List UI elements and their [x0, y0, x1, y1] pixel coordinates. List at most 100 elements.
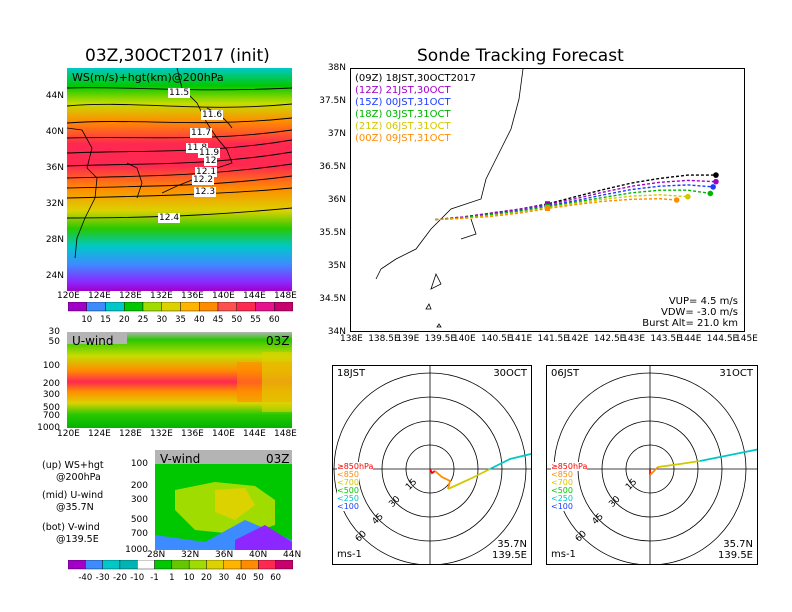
legend-note: @139.5E — [56, 534, 99, 545]
colorbar-swatch — [119, 560, 138, 570]
colorbar-swatch — [275, 560, 293, 570]
hodograph-trace — [699, 448, 757, 462]
colorbar-label: 10 — [184, 573, 195, 582]
colorbar-label: 35 — [175, 315, 186, 324]
v-lat-tick: 44N — [283, 550, 302, 560]
u-pressure-tick: 100 — [42, 361, 60, 371]
pressure-legend-item: <850 — [337, 470, 359, 479]
wind-speed-field — [67, 68, 292, 291]
coastline-japan — [375, 69, 524, 328]
launch-utc: (00Z) — [355, 133, 383, 144]
landing-point — [713, 178, 719, 185]
track-lon-tick: 140E — [452, 334, 476, 344]
colorbar-label: 50 — [253, 573, 264, 582]
hodograph-date: 31OCT — [719, 368, 753, 379]
colorbar-label: -1 — [150, 573, 158, 582]
pressure-legend-item: <250 — [337, 494, 359, 503]
colorbar-label: 25 — [138, 315, 149, 324]
colorbar-swatch — [255, 302, 275, 312]
pressure-legend-item: <700 — [337, 478, 359, 487]
hodograph-date: 30OCT — [493, 368, 527, 379]
hodograph-lat: 35.7N — [723, 539, 753, 550]
panel-legend-notes: (up) WS+hgt @200hPa (mid) U-wind @35.7N (bot… — [42, 460, 152, 560]
pressure-legend-item: <100 — [551, 502, 573, 511]
launch-legend-item: (15Z) 00JST,31OCT — [355, 97, 451, 108]
v-wind-panel — [155, 450, 292, 550]
pressure-legend-item: <500 — [337, 486, 359, 495]
ring-label: 15 — [624, 477, 639, 492]
colorbar-swatch — [85, 560, 103, 570]
track-line — [435, 179, 716, 221]
launch-utc: (21Z) — [355, 121, 383, 132]
colorbar-swatch — [274, 302, 293, 312]
hodograph-31oct: 15 30 45 60 06JST 31OCT ms-1 35.7N 139.5E ≥850hPa… — [546, 365, 758, 565]
track-line — [435, 189, 711, 221]
pressure-legend-item: <100 — [337, 502, 359, 511]
track-lat-tick: 35N — [327, 261, 346, 271]
colorbar-label: 30 — [156, 315, 167, 324]
colorbar-label: 1 — [169, 573, 174, 582]
height-contour-label: 12.2 — [192, 175, 215, 185]
colorbar-swatch — [217, 302, 237, 312]
v-label: V-wind — [160, 452, 201, 466]
ring-label: 30 — [387, 494, 402, 509]
hodograph-unit: ms-1 — [337, 549, 362, 560]
launch-jst: 21JST,30OCT — [382, 85, 451, 96]
ws-lon-tick: 128E — [119, 291, 142, 301]
hodograph-trace — [447, 468, 491, 490]
colorbar-swatch — [142, 302, 162, 312]
track-lon-tick: 138.5E — [368, 334, 400, 344]
ring-label: 30 — [607, 494, 622, 509]
colorbar-label: 60 — [270, 573, 281, 582]
height-contour-label: 12 — [204, 156, 218, 166]
v-pressure-tick: 700 — [130, 529, 148, 539]
right-title: Sonde Tracking Forecast — [417, 46, 624, 66]
ws-lon-tick: 148E — [274, 291, 297, 301]
track-lon-tick: 145E — [735, 334, 758, 344]
u-pressure-axis: 30 50 100 200 300 500 700 1000 — [30, 327, 64, 433]
height-contour-label: 12.1 — [195, 167, 218, 177]
u-lon-tick: 132E — [150, 429, 173, 439]
ws-lon-tick: 136E — [181, 291, 204, 301]
track-lat-tick: 35.5N — [319, 228, 346, 238]
height-contour-label: 12.4 — [158, 213, 181, 223]
u-pressure-tick: 30 — [48, 327, 60, 337]
colorbar-swatch — [86, 302, 106, 312]
ws-lon-tick: 144E — [243, 291, 266, 301]
hodograph-trace — [657, 460, 701, 468]
height-contour-label: 11.5 — [168, 88, 191, 98]
colorbar-swatch — [154, 560, 173, 570]
colorbar-swatch — [206, 560, 224, 570]
launch-jst: 03JST,31OCT — [382, 109, 451, 120]
track-lon-tick: 138E — [340, 334, 363, 344]
u-wind-panel — [67, 332, 292, 428]
height-contour-label: 11.6 — [201, 110, 224, 120]
hodograph-trace — [429, 468, 436, 475]
track-lon-tick: 139E — [396, 334, 420, 344]
legend-note: @35.7N — [56, 502, 94, 513]
launch-jst: 00JST,31OCT — [382, 97, 451, 108]
ws-panel-label: WS(m/s)+hgt(km)@200hPa — [72, 71, 224, 84]
track-lon-tick: 142E — [565, 334, 589, 344]
height-contour-label: 11.9 — [198, 148, 221, 158]
launch-utc: (18Z) — [355, 109, 383, 120]
sonde-param: Burst Alt= 21.0 km — [642, 318, 738, 329]
track-lon-tick: 142.5E — [593, 334, 626, 344]
ring-label: 45 — [591, 512, 606, 527]
v-wind-svg — [155, 450, 292, 550]
colorbar-label: 45 — [213, 315, 224, 324]
u-time: 03Z — [266, 334, 290, 348]
track-lon-tick: 140.5E — [481, 334, 513, 344]
sonde-param: VDW= -3.0 m/s — [661, 307, 738, 318]
colorbar-label: 30 — [218, 573, 229, 582]
landing-point — [707, 190, 714, 197]
landing-point — [710, 184, 716, 190]
v-pressure-tick: 100 — [130, 459, 148, 469]
colorbar-swatch — [199, 302, 219, 312]
hodograph-lon: 139.5E — [492, 550, 527, 561]
ws-lon-tick: 120E — [57, 291, 80, 301]
track-lon-tick: 144.5E — [706, 334, 739, 344]
colorbar-swatch — [102, 560, 121, 570]
